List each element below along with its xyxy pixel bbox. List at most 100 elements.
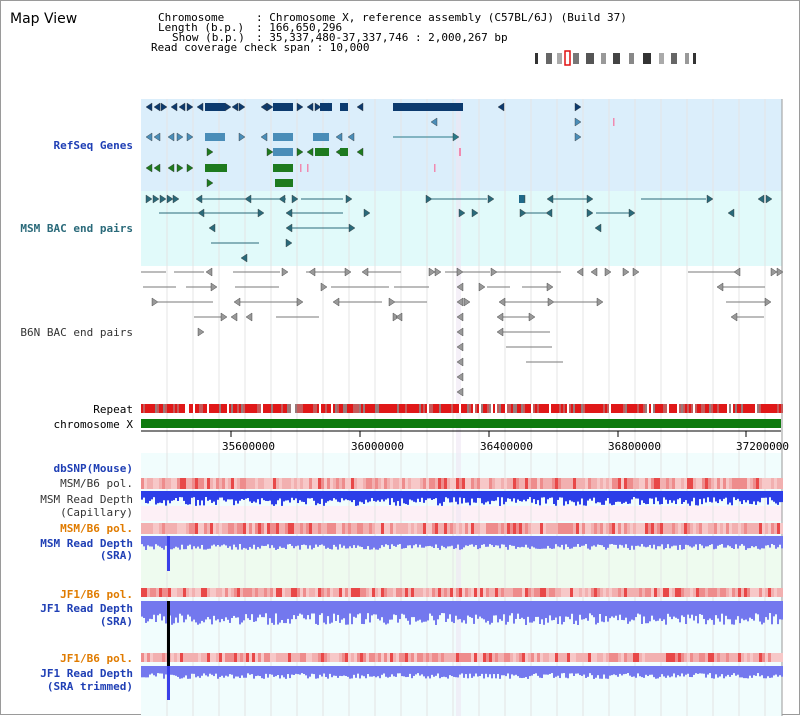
depth-bar — [659, 666, 661, 677]
depth-bar — [753, 601, 755, 621]
polymorphism-cell — [258, 478, 261, 489]
polymorphism-cell — [690, 523, 693, 534]
depth-bar — [537, 491, 539, 501]
depth-bar — [325, 536, 327, 549]
polymorphism-cell — [768, 478, 771, 489]
repeat-segment — [755, 404, 757, 413]
b6n-end-arrow — [281, 267, 289, 277]
polymorphism-cell — [453, 588, 456, 597]
repeat-segment — [447, 404, 449, 413]
track-label-repeat[interactable]: Repeat — [93, 403, 133, 416]
depth-bar — [373, 536, 375, 548]
polymorphism-cell — [777, 588, 780, 597]
polymorphism-cell — [321, 523, 324, 534]
polymorphism-cell — [168, 478, 171, 489]
polymorphism-cell — [270, 653, 273, 662]
track-label-jf1-depth-sra-1[interactable]: JF1 Read Depth — [40, 602, 133, 615]
polymorphism-cell — [324, 588, 327, 597]
depth-bar — [613, 601, 615, 618]
polymorphism-cell — [771, 478, 774, 489]
polymorphism-cell — [714, 478, 717, 489]
repeat-segment — [771, 404, 773, 413]
track-label-refseq[interactable]: RefSeq Genes — [53, 139, 133, 152]
depth-bar — [655, 601, 657, 622]
depth-bar — [699, 601, 701, 615]
depth-bar — [423, 536, 425, 548]
depth-bar — [159, 536, 161, 547]
polymorphism-cell — [429, 588, 432, 597]
polymorphism-cell — [516, 588, 519, 597]
polymorphism-cell — [732, 653, 735, 662]
depth-bar — [779, 666, 781, 676]
repeat-segment — [739, 404, 741, 413]
repeat-segment — [589, 404, 591, 413]
gene-tick — [613, 118, 615, 126]
b6n-end-arrow — [296, 297, 304, 307]
repeat-segment — [299, 404, 301, 413]
gene-arrow — [452, 132, 460, 142]
bac-end-arrow — [285, 238, 293, 248]
depth-bar — [391, 666, 393, 675]
polymorphism-cell — [444, 478, 447, 489]
polymorphism-cell — [150, 478, 153, 489]
polymorphism-cell — [600, 523, 603, 534]
repeat-segment — [717, 404, 719, 413]
track-label-jf1-depth-trim-1[interactable]: JF1 Read Depth — [40, 667, 133, 680]
track-label-msm-bac[interactable]: MSM BAC end pairs — [20, 222, 133, 235]
depth-bar — [557, 536, 559, 547]
track-label-jf1-b6-pol-1[interactable]: JF1/B6 pol. — [60, 588, 133, 601]
depth-bar — [443, 536, 445, 548]
depth-bar — [255, 491, 257, 503]
depth-bar — [201, 491, 203, 501]
depth-bar — [591, 491, 593, 501]
depth-bar — [175, 601, 177, 618]
repeat-segment — [309, 404, 311, 413]
polymorphism-cell — [729, 478, 732, 489]
sra-band-bg — [141, 546, 782, 588]
repeat-segment — [429, 404, 431, 413]
track-label-msm-b6-pol-1[interactable]: MSM/B6 pol. — [60, 477, 133, 490]
depth-bar — [659, 491, 661, 505]
polymorphism-cell — [540, 478, 543, 489]
track-label-b6n-bac[interactable]: B6N BAC end pairs — [20, 326, 133, 339]
depth-bar — [513, 491, 515, 499]
depth-bar — [359, 601, 361, 614]
polymorphism-cell — [285, 478, 288, 489]
bac-end-arrow — [345, 194, 353, 204]
depth-bar — [223, 491, 225, 501]
repeat-segment — [723, 404, 725, 413]
depth-bar — [735, 601, 737, 620]
b6n-end-arrow — [434, 267, 442, 277]
depth-bar — [679, 536, 681, 545]
depth-bar — [543, 491, 545, 498]
polymorphism-cell — [456, 588, 459, 597]
polymorphism-cell — [753, 478, 756, 489]
depth-bar — [325, 666, 327, 678]
depth-bar — [767, 536, 769, 546]
track-label-jf1-b6-pol-2[interactable]: JF1/B6 pol. — [60, 652, 133, 665]
polymorphism-cell — [489, 588, 492, 597]
polymorphism-cell — [399, 588, 402, 597]
repeat-segment — [433, 404, 435, 413]
depth-bar — [173, 666, 175, 676]
polymorphism-cell — [495, 653, 498, 662]
depth-bar — [447, 491, 449, 499]
depth-bar — [327, 666, 329, 679]
depth-bar — [143, 666, 145, 678]
track-label-dbsnp[interactable]: dbSNP(Mouse) — [53, 462, 133, 475]
repeat-segment — [183, 404, 185, 413]
track-label-msm-depth-cap-1[interactable]: MSM Read Depth — [40, 493, 133, 506]
depth-bar — [679, 666, 681, 677]
repeat-segment — [641, 404, 643, 413]
depth-bar — [493, 666, 495, 675]
track-label-msm-depth-sra-1[interactable]: MSM Read Depth — [40, 537, 133, 550]
polymorphism-cell — [393, 478, 396, 489]
track-label-msm-b6-pol-2[interactable]: MSM/B6 pol. — [60, 522, 133, 535]
depth-bar — [287, 666, 289, 675]
gene-arrow — [335, 132, 343, 142]
polymorphism-cell — [696, 478, 699, 489]
depth-bar — [451, 601, 453, 622]
polymorphism-cell — [477, 523, 480, 534]
